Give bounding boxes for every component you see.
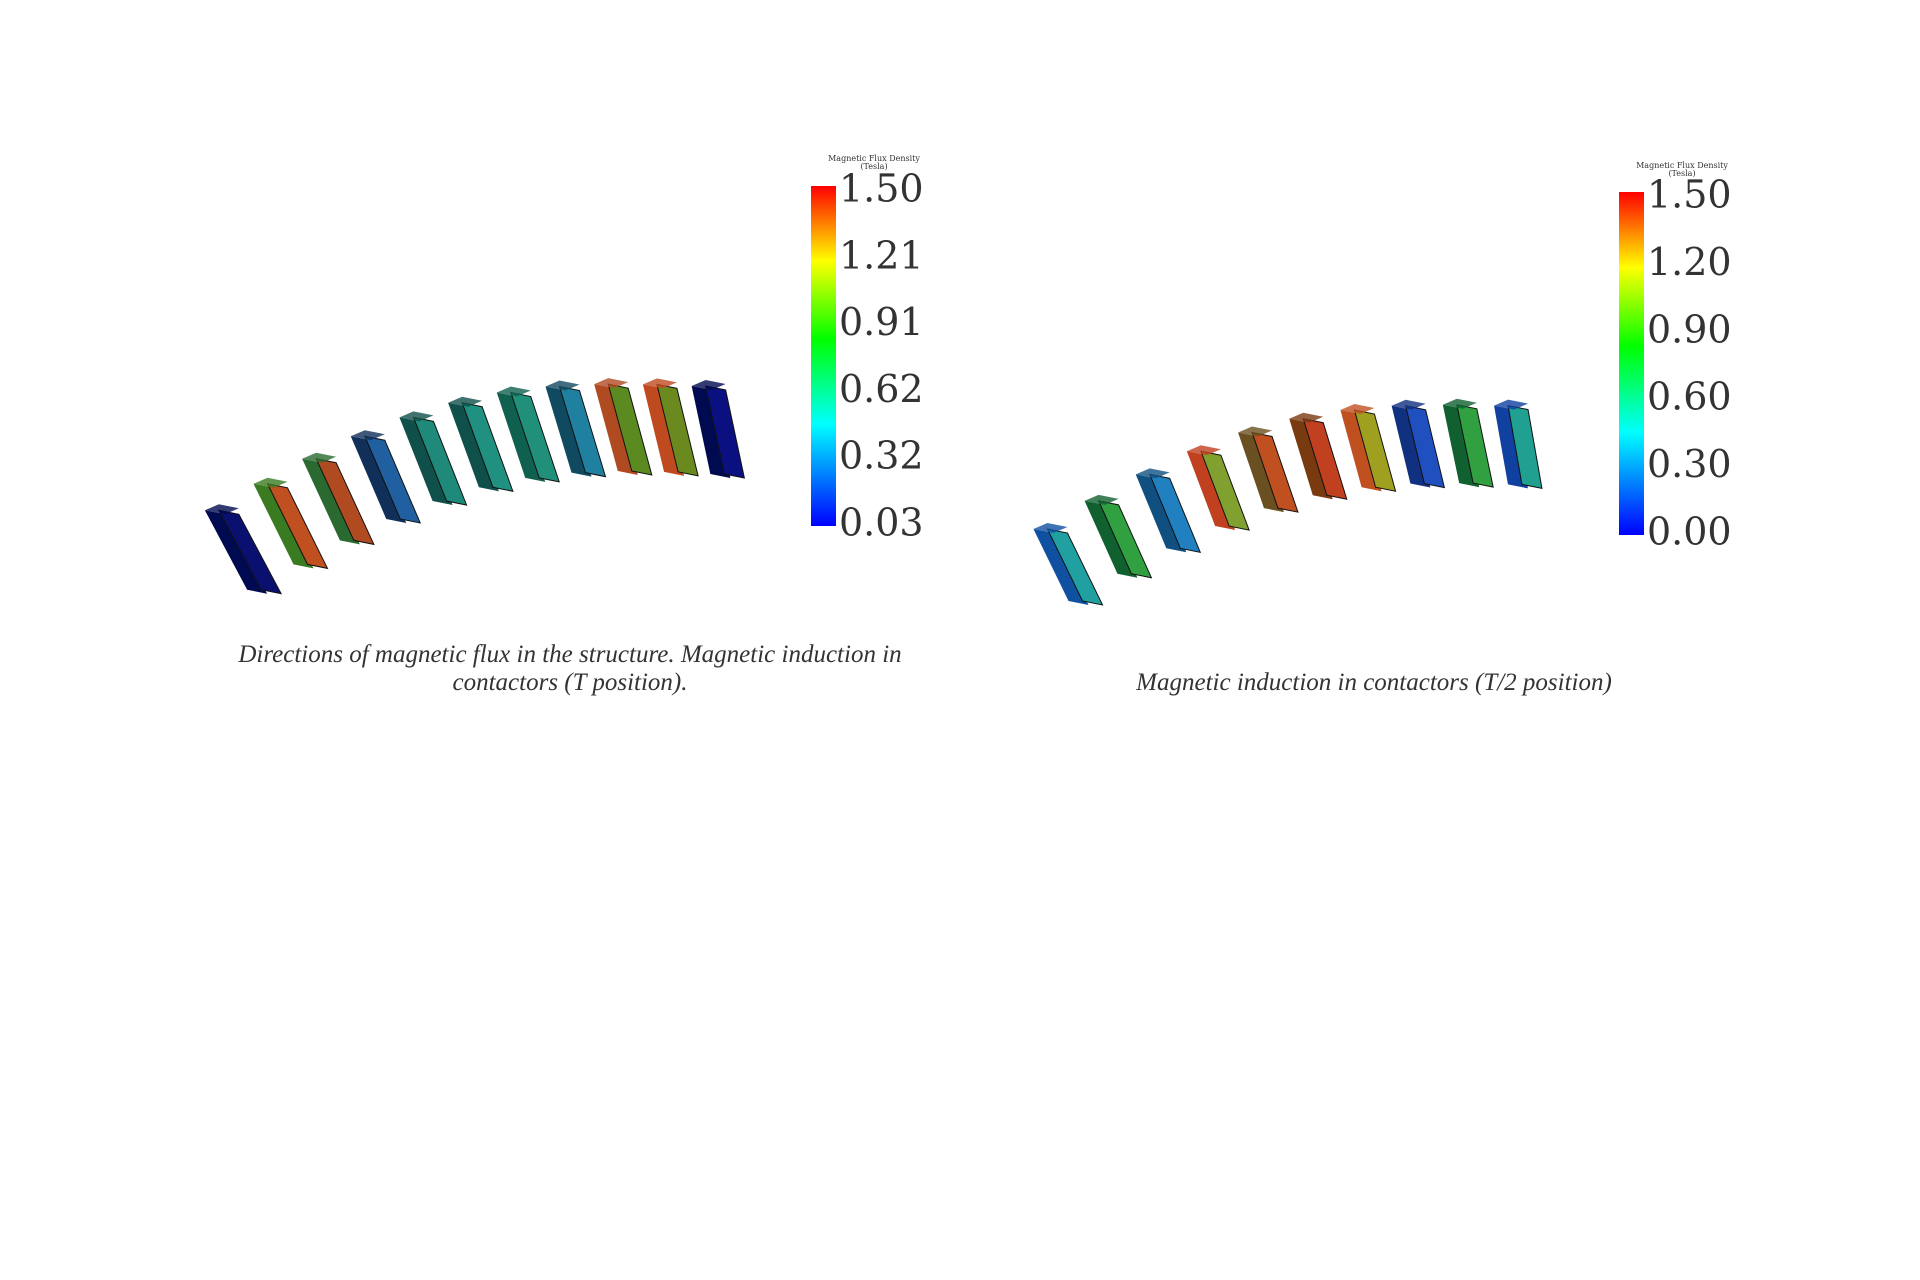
contactor-front bbox=[656, 383, 699, 477]
contactor-top bbox=[1084, 494, 1119, 505]
legend-label: 0.60 bbox=[1647, 375, 1732, 419]
legend-label: 1.50 bbox=[1647, 173, 1732, 217]
contactor-front bbox=[217, 509, 283, 595]
contactor-top bbox=[1340, 404, 1375, 415]
contactor-top bbox=[1494, 399, 1529, 410]
legend-label: 0.62 bbox=[839, 367, 924, 411]
legend-label: 1.21 bbox=[839, 233, 924, 277]
contactor-top bbox=[545, 380, 580, 391]
contactor-top bbox=[1238, 426, 1273, 437]
contactor-top bbox=[642, 378, 677, 389]
caption: contactors (T position). bbox=[453, 669, 688, 696]
legend-label: 1.50 bbox=[839, 167, 924, 211]
contactor-front bbox=[1251, 431, 1299, 513]
contactor-front bbox=[704, 385, 746, 479]
legend-label: 0.30 bbox=[1647, 442, 1732, 486]
contactor-front bbox=[412, 416, 468, 506]
contactor-top bbox=[399, 411, 434, 422]
contactor-front bbox=[1507, 404, 1543, 490]
contactor-top bbox=[691, 379, 726, 390]
contactor-top bbox=[1289, 412, 1324, 423]
contactor-side bbox=[204, 510, 268, 594]
legend-label: 0.91 bbox=[839, 300, 924, 344]
contactor-front bbox=[1456, 404, 1494, 488]
contactor-top bbox=[302, 452, 337, 463]
legend-title: (Tesla) bbox=[1668, 169, 1695, 178]
contactor-front bbox=[1046, 528, 1104, 606]
caption: Magnetic induction in contactors (T/2 po… bbox=[1135, 669, 1612, 696]
contactor-front bbox=[1200, 450, 1250, 531]
contactor-front bbox=[461, 402, 514, 492]
contactor-front bbox=[363, 435, 422, 524]
caption: Directions of magnetic flux in the struc… bbox=[237, 641, 901, 668]
contactor-top bbox=[204, 504, 239, 515]
contactor-front bbox=[607, 383, 653, 476]
contactor-front bbox=[1302, 418, 1348, 500]
legend-label: 1.20 bbox=[1647, 240, 1732, 284]
contactor-front bbox=[1097, 500, 1153, 579]
colorbar bbox=[1619, 192, 1644, 535]
contactor-front bbox=[1353, 409, 1397, 492]
contactor-top bbox=[1391, 399, 1426, 410]
contactor-top bbox=[448, 396, 483, 407]
legend-title: Magnetic Flux Density bbox=[828, 154, 920, 163]
colorbar bbox=[811, 186, 836, 526]
legend-label: 0.00 bbox=[1647, 510, 1732, 554]
contactor-front bbox=[1404, 405, 1446, 489]
contactor-top bbox=[350, 430, 385, 441]
legend-title: Magnetic Flux Density bbox=[1636, 161, 1728, 170]
legend-label: 0.90 bbox=[1647, 307, 1732, 351]
contactor-top bbox=[1186, 445, 1221, 456]
legend-title: (Tesla) bbox=[860, 162, 887, 171]
contactor-front bbox=[510, 391, 560, 483]
contactor-top bbox=[496, 386, 531, 397]
figure-panel: Magnetic Flux Density(Tesla)1.50 1.20 0.90… bbox=[1033, 161, 1732, 696]
figure-panel: Magnetic Flux Density(Tesla)1.50 1.21 0.91… bbox=[204, 154, 924, 696]
contactor-front bbox=[266, 483, 329, 570]
contactor-top bbox=[1033, 523, 1068, 534]
contactor-top bbox=[594, 378, 629, 389]
contactor-top bbox=[1442, 398, 1477, 409]
contactor-front bbox=[558, 385, 607, 478]
legend-label: 0.03 bbox=[839, 501, 924, 545]
contactor-front bbox=[1148, 473, 1202, 553]
contactor-top bbox=[1135, 468, 1170, 479]
contactor-top bbox=[253, 477, 288, 488]
legend-label: 0.32 bbox=[839, 434, 924, 478]
contactor-front bbox=[315, 458, 375, 546]
